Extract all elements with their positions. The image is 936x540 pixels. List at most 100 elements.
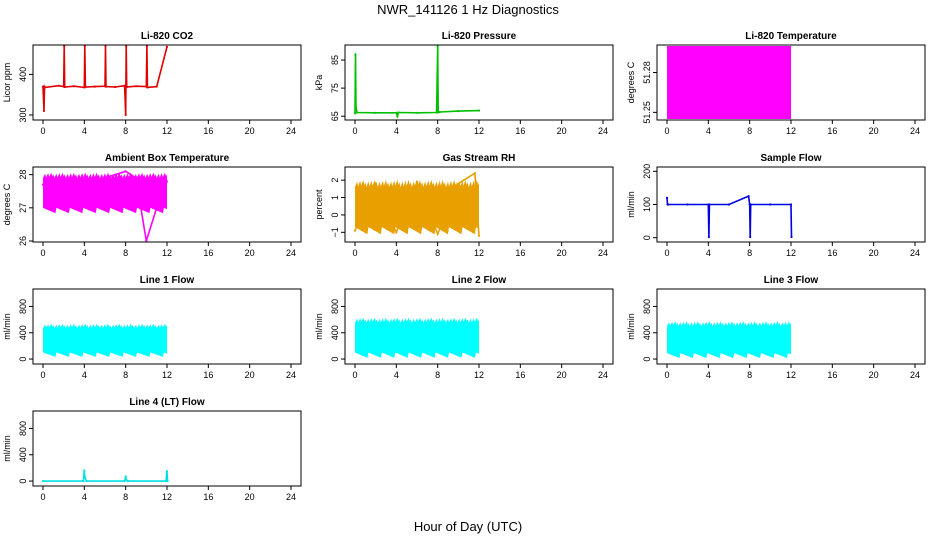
x-tick-label: 8 (747, 370, 752, 380)
data-point (790, 235, 793, 239)
x-tick-label: 24 (598, 126, 608, 136)
x-tick-label: 20 (557, 370, 567, 380)
y-tick-label: 28 (18, 170, 28, 180)
x-tick-label: 16 (827, 370, 837, 380)
panel-2: Li-820 Pressure 0 4 8 12 16 20 24 65 75 85 kPa (314, 31, 614, 136)
y-tick-label: 200 (642, 164, 652, 179)
y-tick-label: 27 (18, 203, 28, 213)
data-point (114, 173, 117, 176)
data-point (356, 111, 359, 114)
x-tick-label: 8 (747, 126, 752, 136)
x-tick-label: 20 (869, 248, 879, 258)
data-point (436, 232, 439, 236)
y-axis-label: ml/min (314, 313, 324, 340)
data-point (42, 109, 46, 112)
data-envelope (355, 317, 479, 358)
y-tick-label: 800 (642, 299, 652, 314)
x-tick-label: 24 (286, 370, 296, 380)
data-point (41, 183, 45, 186)
x-axis-label: Hour of Day (UTC) (414, 519, 522, 534)
x-tick-label: 12 (474, 370, 484, 380)
y-tick-label: 75 (330, 83, 340, 93)
y-tick-label: −1 (330, 227, 340, 237)
x-tick-label: 16 (203, 370, 213, 380)
series-line (354, 171, 480, 237)
y-axis-label: degrees C (2, 183, 12, 225)
x-tick-label: 0 (352, 126, 357, 136)
data-point (354, 106, 358, 109)
data-point (103, 176, 107, 180)
x-tick-label: 24 (910, 126, 920, 136)
y-tick-label: 0 (642, 235, 652, 240)
data-point (114, 85, 117, 89)
panel-title: Li-820 Temperature (745, 31, 837, 42)
data-point (165, 470, 169, 473)
x-tick-label: 20 (557, 126, 567, 136)
panel-title: Gas Stream RH (443, 153, 516, 164)
y-tick-label: 65 (330, 111, 340, 121)
y-axis-label: percent (314, 189, 324, 220)
panel-title: Line 3 Flow (764, 275, 819, 286)
data-point (789, 203, 793, 206)
data-point (166, 480, 169, 483)
data-point (769, 203, 772, 206)
data-point (395, 111, 398, 114)
y-tick-label: 800 (18, 299, 28, 314)
x-tick-label: 12 (474, 248, 484, 258)
series-line (43, 470, 169, 482)
y-tick-label: 400 (18, 325, 28, 340)
data-point (415, 180, 419, 183)
data-point (124, 475, 127, 478)
y-tick-label: 85 (330, 55, 340, 65)
data-point (83, 476, 86, 479)
data-point (353, 229, 357, 232)
x-tick-label: 16 (515, 370, 525, 380)
data-point (395, 231, 398, 234)
x-tick-label: 0 (40, 126, 45, 136)
x-tick-label: 8 (123, 248, 128, 258)
x-tick-label: 0 (40, 492, 45, 502)
y-tick-label: 1 (330, 195, 340, 200)
data-point (41, 480, 45, 483)
x-tick-label: 8 (435, 126, 440, 136)
x-tick-label: 4 (706, 248, 711, 258)
y-axis-label: ml/min (2, 435, 12, 462)
series-line (354, 45, 480, 120)
data-point (165, 45, 169, 48)
x-tick-label: 20 (245, 370, 255, 380)
data-envelope (43, 323, 167, 357)
y-tick-label: 400 (642, 325, 652, 340)
data-point (473, 172, 476, 175)
y-axis-label: ml/min (2, 313, 12, 340)
data-point (44, 86, 47, 89)
data-point (134, 85, 138, 88)
data-point (353, 112, 357, 115)
y-axis-label: kPa (314, 75, 324, 91)
data-point (435, 111, 438, 114)
data-point (125, 478, 128, 481)
data-point (155, 206, 158, 209)
data-point (83, 183, 86, 186)
x-tick-label: 20 (245, 126, 255, 136)
data-point (104, 85, 108, 88)
data-point (666, 203, 670, 206)
y-tick-label: 400 (18, 67, 28, 82)
panel-7: Line 1 Flow 0 4 8 12 16 20 24 0 400 800 ml/min (2, 275, 302, 380)
data-point (749, 203, 752, 206)
panel-title: Li-820 CO2 (141, 31, 194, 42)
data-point (82, 480, 85, 483)
x-tick-label: 4 (82, 126, 87, 136)
panel-1: Li-820 CO2 0 4 8 12 16 20 24 300 400 Licor ppm (2, 31, 302, 136)
data-point (707, 235, 711, 239)
data-point (749, 235, 752, 239)
data-point (438, 110, 441, 114)
y-tick-label: 0 (18, 479, 28, 484)
x-tick-label: 0 (352, 248, 357, 258)
x-tick-label: 0 (352, 370, 357, 380)
x-tick-label: 8 (123, 492, 128, 502)
x-tick-label: 0 (664, 248, 669, 258)
panel-8: Line 2 Flow 0 4 8 12 16 20 24 0 400 800 ml/min (314, 275, 614, 380)
x-tick-label: 8 (435, 248, 440, 258)
